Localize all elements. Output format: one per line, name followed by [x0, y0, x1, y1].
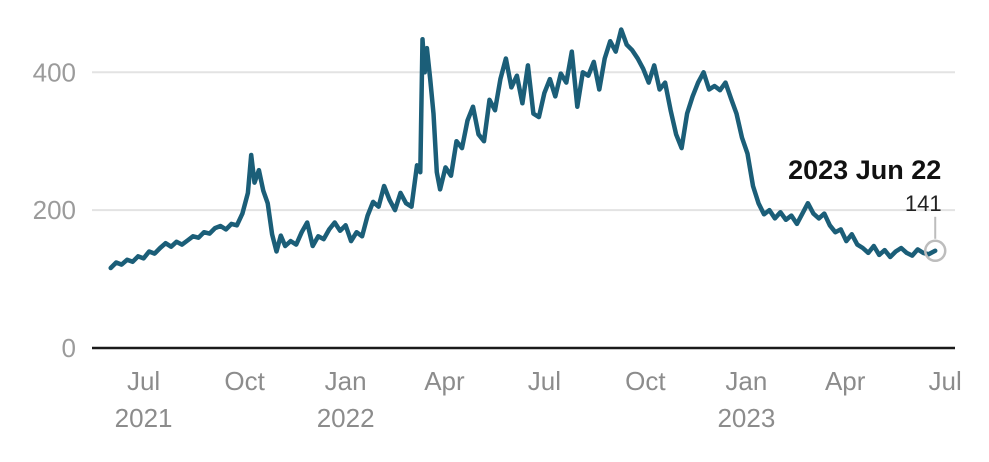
y-tick-label: 200 [33, 195, 76, 225]
x-tick-year-label: 2021 [115, 403, 173, 433]
x-tick-label: Jul [528, 366, 561, 396]
annotation-value-label: 141 [905, 191, 942, 216]
y-axis-tick-labels: 0 200 400 [33, 57, 76, 363]
x-tick-year-label: 2022 [317, 403, 375, 433]
annotation-date-label: 2023 Jun 22 [788, 155, 941, 185]
highlight-annotation: 2023 Jun 22 141 [786, 152, 947, 263]
x-tick-label: Jan [725, 366, 767, 396]
y-tick-label: 400 [33, 57, 76, 87]
x-tick-year-label: 2023 [717, 403, 775, 433]
x-tick-label: Jul [127, 366, 160, 396]
highlight-point-marker [923, 239, 947, 263]
x-tick-label: Oct [224, 366, 265, 396]
x-axis-tick-labels: Jul 2021 Oct Jan 2022 Apr Jul Oct Jan 2023 Apr Jul [115, 366, 962, 433]
y-tick-label: 0 [62, 333, 76, 363]
x-tick-label: Oct [625, 366, 666, 396]
x-tick-label: Jul [928, 366, 961, 396]
x-tick-label: Apr [825, 366, 866, 396]
series-line [108, 27, 938, 271]
x-tick-label: Jan [325, 366, 367, 396]
x-tick-label: Apr [424, 366, 465, 396]
